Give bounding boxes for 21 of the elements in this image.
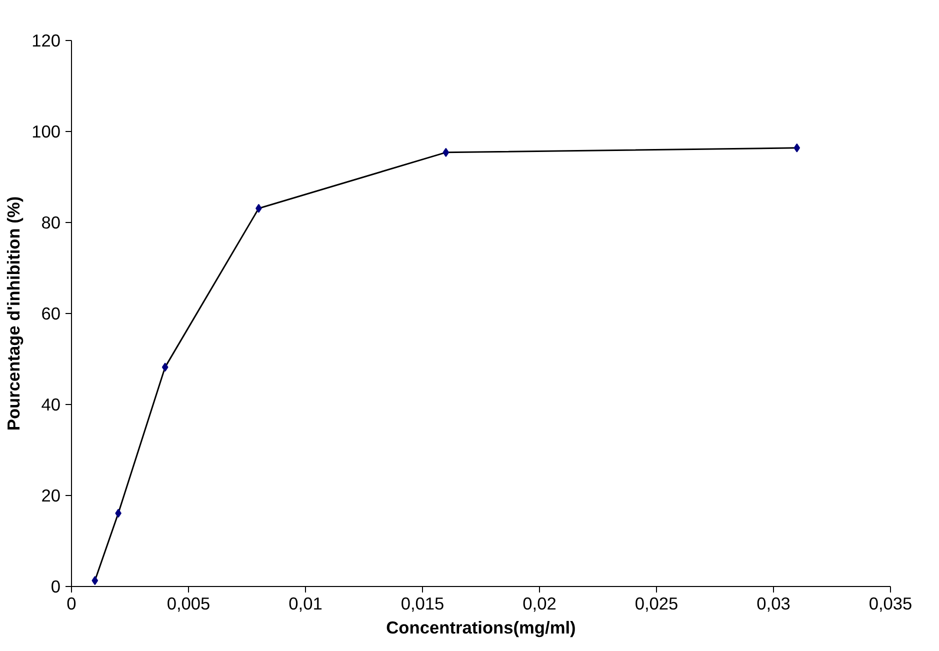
y-tick-label: 40 — [41, 394, 61, 414]
point — [794, 143, 800, 152]
x-tick-label: 0,035 — [868, 594, 912, 614]
y-tick-label: 100 — [32, 122, 61, 142]
y-tick-label: 60 — [41, 304, 61, 324]
y-tick-label: 0 — [50, 576, 61, 596]
y-axis-title: Pourcentage d'inhibition (%) — [4, 196, 24, 431]
x-tick-label: 0,02 — [522, 594, 556, 614]
point — [162, 362, 168, 372]
x-tick-label: 0,025 — [634, 594, 678, 614]
x-tick-label: 0,03 — [756, 594, 790, 614]
point — [442, 148, 450, 157]
y-tick-label: 20 — [41, 486, 61, 506]
x-tick-label: 0 — [66, 594, 76, 614]
x-tick-label: 0,01 — [288, 594, 322, 614]
x-axis-title: Concentrations(mg/ml) — [386, 618, 576, 638]
point — [92, 576, 98, 586]
x-tick-label: 0,015 — [400, 594, 444, 614]
x-tick-label: 0,005 — [166, 594, 210, 614]
y-tick-label: 80 — [41, 212, 61, 232]
y-tick-label: 120 — [32, 30, 61, 50]
